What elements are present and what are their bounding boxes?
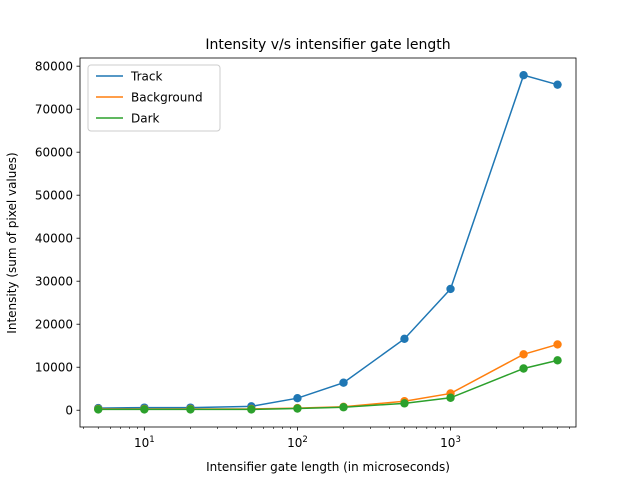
y-tick-label: 10000 [35,361,73,375]
data-point-dark [339,403,348,412]
data-point-dark [519,364,528,373]
y-tick-label: 30000 [35,275,73,289]
data-point-dark [446,393,455,402]
y-tick-label: 50000 [35,189,73,203]
data-point-track [519,71,528,80]
data-point-track [446,284,455,294]
data-point-dark [140,405,149,414]
plot-area: 0 10000 20000 30000 40000 50000 60000 70000 8000… [35,57,577,450]
y-tick-label: 20000 [35,318,73,332]
legend-box [87,64,221,132]
data-point-track [293,393,302,403]
y-tick-label: 40000 [35,232,73,246]
x-tick-label: 103 [440,435,461,450]
data-point-track [400,334,409,344]
data-point-dark [94,405,103,414]
y-tick-label: 80000 [35,60,73,74]
y-tick-label: 60000 [35,146,73,160]
data-point-dark [186,405,195,414]
y-tick-label: 70000 [35,103,73,117]
data-point-track [553,80,562,89]
axes-frame [79,57,577,428]
y-axis-label: Intensity (sum of pixel values) [5,152,19,333]
series-line-dark [98,359,558,411]
data-point-dark [553,356,562,365]
legend-label-track: Track [130,70,162,84]
data-point-background [553,340,562,349]
chart-title: Intensity v/s intensifier gate length [205,37,450,53]
data-point-dark [247,405,256,414]
data-point-dark [293,404,302,413]
series-line-track [98,74,558,409]
legend: Track Background Dark [87,64,221,132]
data-point-background [519,350,528,359]
data-point-dark [400,399,409,408]
legend-label-dark: Dark [131,112,160,126]
x-tick-label: 101 [134,435,155,450]
data-point-track [339,378,348,387]
x-tick-label: 102 [287,435,308,450]
y-tick-label: 0 [65,404,73,418]
x-axis-label: Intensifier gate length (in microseconds… [206,460,450,474]
legend-label-background: Background [131,91,203,105]
